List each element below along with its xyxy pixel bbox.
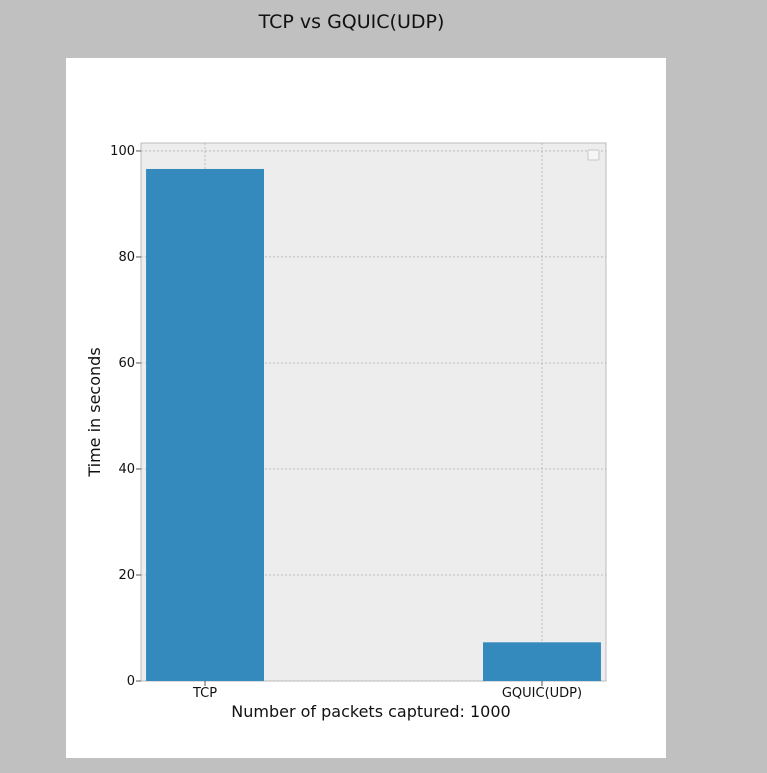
x-tick-label: TCP [192,686,217,701]
y-tick-label: 0 [127,674,135,689]
x-tick-label: GQUIC(UDP) [502,686,582,701]
y-axis-label: Time in seconds [85,347,104,477]
x-axis-ticks: TCP GQUIC(UDP) [192,681,582,701]
y-tick-label: 20 [118,568,135,583]
y-tick-label: 80 [118,250,135,265]
x-axis-label: Number of packets captured: 1000 [231,702,510,721]
legend-box [587,149,600,161]
bar-gquic-udp- [483,642,601,681]
bar-tcp [146,168,264,681]
bar-chart: 0 20 40 60 80 100 TCP GQUIC(UDP) Number of pac… [85,142,607,721]
y-tick-label: 60 [118,356,135,371]
y-tick-label: 40 [118,462,135,477]
y-axis-ticks: 0 20 40 60 80 100 [110,144,141,689]
figure-canvas: 0 20 40 60 80 100 TCP GQUIC(UDP) Number of pac… [66,58,666,758]
bars [146,168,601,681]
y-tick-label: 100 [110,144,135,159]
window-title: TCP vs GQUIC(UDP) [258,11,445,33]
